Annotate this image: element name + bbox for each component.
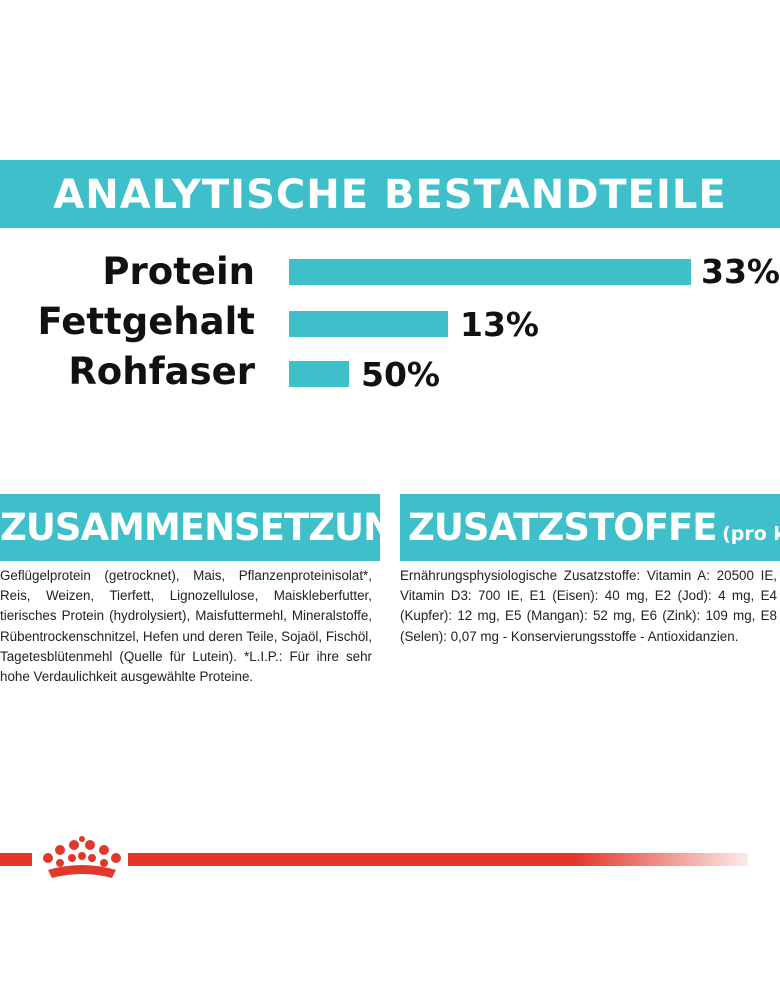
additives-heading-sub: (pro kg) <box>722 523 780 545</box>
fiber-label: Rohfaser <box>68 350 255 393</box>
royal-canin-crown-icon <box>43 836 121 878</box>
fat-bar <box>289 311 448 337</box>
fiber-bar <box>289 361 349 387</box>
fat-value: 13% <box>460 305 539 344</box>
additives-header: ZUSATZSTOFFE (pro kg) <box>400 494 780 561</box>
analysis-title: ANALYTISCHE BESTANDTEILE <box>53 172 727 218</box>
protein-value: 33% <box>701 252 780 291</box>
brand-line-right <box>128 853 748 866</box>
fiber-value: 50% <box>361 355 440 394</box>
brand-line-left <box>0 853 32 866</box>
protein-label: Protein <box>102 250 255 293</box>
additives-heading: ZUSATZSTOFFE <box>408 506 718 549</box>
protein-bar <box>289 259 691 285</box>
additives-text: Ernährungsphysiologische Zusatzstoffe: V… <box>400 568 777 644</box>
analysis-banner <box>0 160 780 228</box>
fat-label: Fettgehalt <box>37 300 255 343</box>
composition-text: Geflügelprotein (getrocknet), Mais, Pfla… <box>0 568 372 685</box>
